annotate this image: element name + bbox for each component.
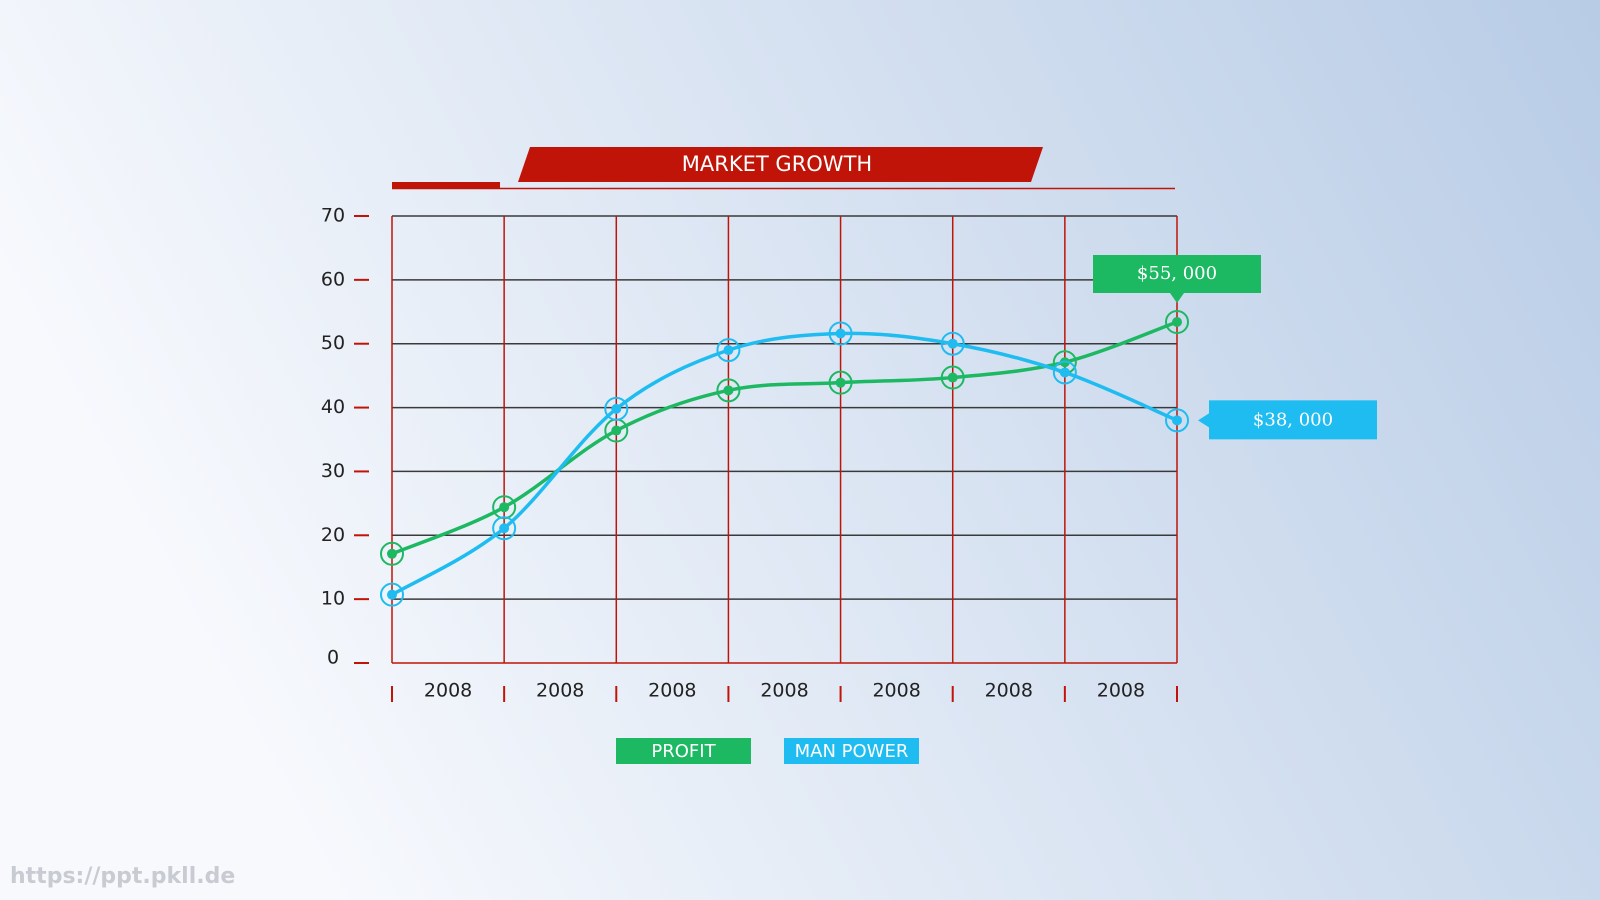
y-tick-label: 10 xyxy=(321,588,345,610)
legend-swatch xyxy=(616,738,751,764)
point-dot xyxy=(947,372,958,383)
callout-box xyxy=(1093,255,1261,294)
legend-label: MAN POWER xyxy=(795,741,909,762)
point-dot xyxy=(947,338,958,349)
callout-label: $55, 000 xyxy=(1137,263,1217,284)
point-ring xyxy=(1165,310,1189,335)
title-banner xyxy=(518,147,1043,182)
point-dot xyxy=(387,548,397,559)
y-tick-label: 70 xyxy=(321,205,345,227)
point-dot xyxy=(499,502,510,513)
y-tick-label: 50 xyxy=(321,332,345,354)
point-ring xyxy=(380,582,404,607)
x-tick-label: 2008 xyxy=(424,680,472,702)
point-ring xyxy=(716,378,741,403)
watermark: https://ppt.pkll.de xyxy=(10,864,235,889)
y-tick-label: 0 xyxy=(327,647,339,669)
point-dot xyxy=(835,328,846,339)
point-ring xyxy=(1165,408,1189,433)
x-tick-label: 2008 xyxy=(1097,680,1145,702)
y-tick-label: 60 xyxy=(321,268,345,290)
point-dot xyxy=(1059,367,1070,378)
x-tick-label: 2008 xyxy=(872,680,920,702)
point-ring xyxy=(492,516,517,541)
x-tick-label: 2008 xyxy=(760,680,808,702)
legend-swatch xyxy=(784,738,919,764)
point-dot xyxy=(611,425,622,436)
point-ring xyxy=(1052,360,1077,385)
callout-pointer xyxy=(1198,413,1209,428)
callout-box xyxy=(1209,400,1377,440)
point-ring xyxy=(604,396,629,421)
x-tick-label: 2008 xyxy=(648,680,696,702)
point-dot xyxy=(1172,317,1182,328)
point-dot xyxy=(499,523,510,534)
y-tick-label: 20 xyxy=(321,524,345,546)
point-dot xyxy=(723,385,734,396)
point-ring xyxy=(716,338,741,363)
chart-title: MARKET GROWTH xyxy=(682,152,872,176)
x-tick-label: 2008 xyxy=(536,680,584,702)
point-ring xyxy=(940,331,965,356)
callout-pointer xyxy=(1170,293,1184,304)
legend-label: PROFIT xyxy=(651,741,716,762)
point-dot xyxy=(387,589,397,600)
point-ring xyxy=(828,321,853,346)
point-ring xyxy=(828,370,853,395)
point-ring xyxy=(940,365,965,390)
x-tick-label: 2008 xyxy=(985,680,1033,702)
point-ring xyxy=(380,541,404,566)
point-dot xyxy=(835,377,846,388)
title-accent xyxy=(392,182,500,188)
point-dot xyxy=(1172,415,1182,426)
point-dot xyxy=(611,403,622,414)
callout-label: $38, 000 xyxy=(1253,409,1333,430)
y-tick-label: 40 xyxy=(321,396,345,418)
y-tick-label: 30 xyxy=(321,460,345,482)
point-dot xyxy=(723,345,734,356)
